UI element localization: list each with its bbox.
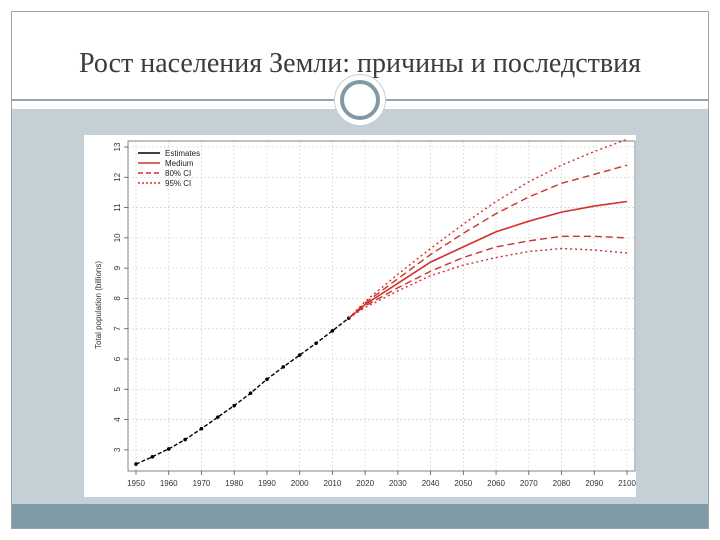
x-tick-label: 2100 <box>618 479 636 488</box>
estimate-point <box>232 403 236 408</box>
estimate-point <box>330 329 335 333</box>
chart-container: 1950 1960 1970 1980 1990 2000 2010 2020 2030 2040… <box>84 135 636 497</box>
estimate-point <box>265 377 269 382</box>
x-tick-label: 2000 <box>291 479 309 488</box>
slide-title: Рост населения Земли: причины и последст… <box>79 48 641 79</box>
x-tick-label: 1980 <box>225 479 243 488</box>
series-estimates-line <box>135 317 350 465</box>
x-tick-label: 2040 <box>422 479 440 488</box>
legend-label: Estimates <box>165 149 200 158</box>
legend-label: 80% CI <box>165 169 191 178</box>
estimate-point <box>199 426 204 431</box>
axes: 1950 1960 1970 1980 1990 2000 2010 2020 2030 2040… <box>113 140 636 488</box>
x-tick-label: 1960 <box>160 479 178 488</box>
x-tick-label: 2060 <box>487 479 505 488</box>
series-group <box>134 138 628 466</box>
population-chart: 1950 1960 1970 1980 1990 2000 2010 2020 2030 2040… <box>94 138 636 488</box>
estimate-point <box>281 365 286 369</box>
estimate-point <box>134 462 138 466</box>
x-tick-label: 2080 <box>553 479 571 488</box>
series-95-ci-upper <box>348 138 628 319</box>
y-tick-label: 11 <box>113 203 122 212</box>
y-tick-label: 10 <box>113 233 122 242</box>
legend-label: 95% CI <box>165 179 191 188</box>
estimate-point <box>183 437 187 442</box>
x-tick-label: 1970 <box>193 479 211 488</box>
y-axis-label: Total population (billions) <box>94 261 103 349</box>
estimate-point <box>150 455 155 459</box>
estimate-point <box>297 353 302 357</box>
x-tick-label: 2090 <box>585 479 603 488</box>
y-tick-label: 9 <box>113 265 122 270</box>
series-80-ci-lower <box>348 235 628 319</box>
y-tick-label: 3 <box>113 447 122 452</box>
legend-label: Medium <box>165 159 194 168</box>
footer-band <box>12 504 708 528</box>
y-tick-label: 12 <box>113 172 122 181</box>
estimate-point <box>248 391 253 396</box>
x-tick-label: 1990 <box>258 479 276 488</box>
estimate-point <box>314 341 318 346</box>
y-tick-label: 8 <box>113 296 122 301</box>
x-tick-label: 2050 <box>454 479 472 488</box>
y-tick-label: 7 <box>113 326 122 331</box>
y-tick-label: 13 <box>113 142 122 151</box>
x-tick-label: 2030 <box>389 479 407 488</box>
estimate-point <box>166 447 171 451</box>
series-95-ci-lower <box>348 247 628 319</box>
series-80-ci-upper <box>348 164 628 319</box>
y-tick-label: 4 <box>113 417 122 422</box>
x-tick-label: 2010 <box>324 479 342 488</box>
slide-frame <box>11 11 709 529</box>
y-tick-label: 6 <box>113 356 122 361</box>
plot-border <box>127 140 636 472</box>
x-tick-label: 2020 <box>356 479 374 488</box>
series-medium-line <box>348 200 628 319</box>
x-tick-label: 2070 <box>520 479 538 488</box>
y-tick-label: 5 <box>113 387 122 392</box>
grid-lines <box>128 141 635 471</box>
x-tick-label: 1950 <box>127 479 145 488</box>
estimate-point <box>216 415 220 419</box>
decorative-ring-icon <box>340 80 380 120</box>
